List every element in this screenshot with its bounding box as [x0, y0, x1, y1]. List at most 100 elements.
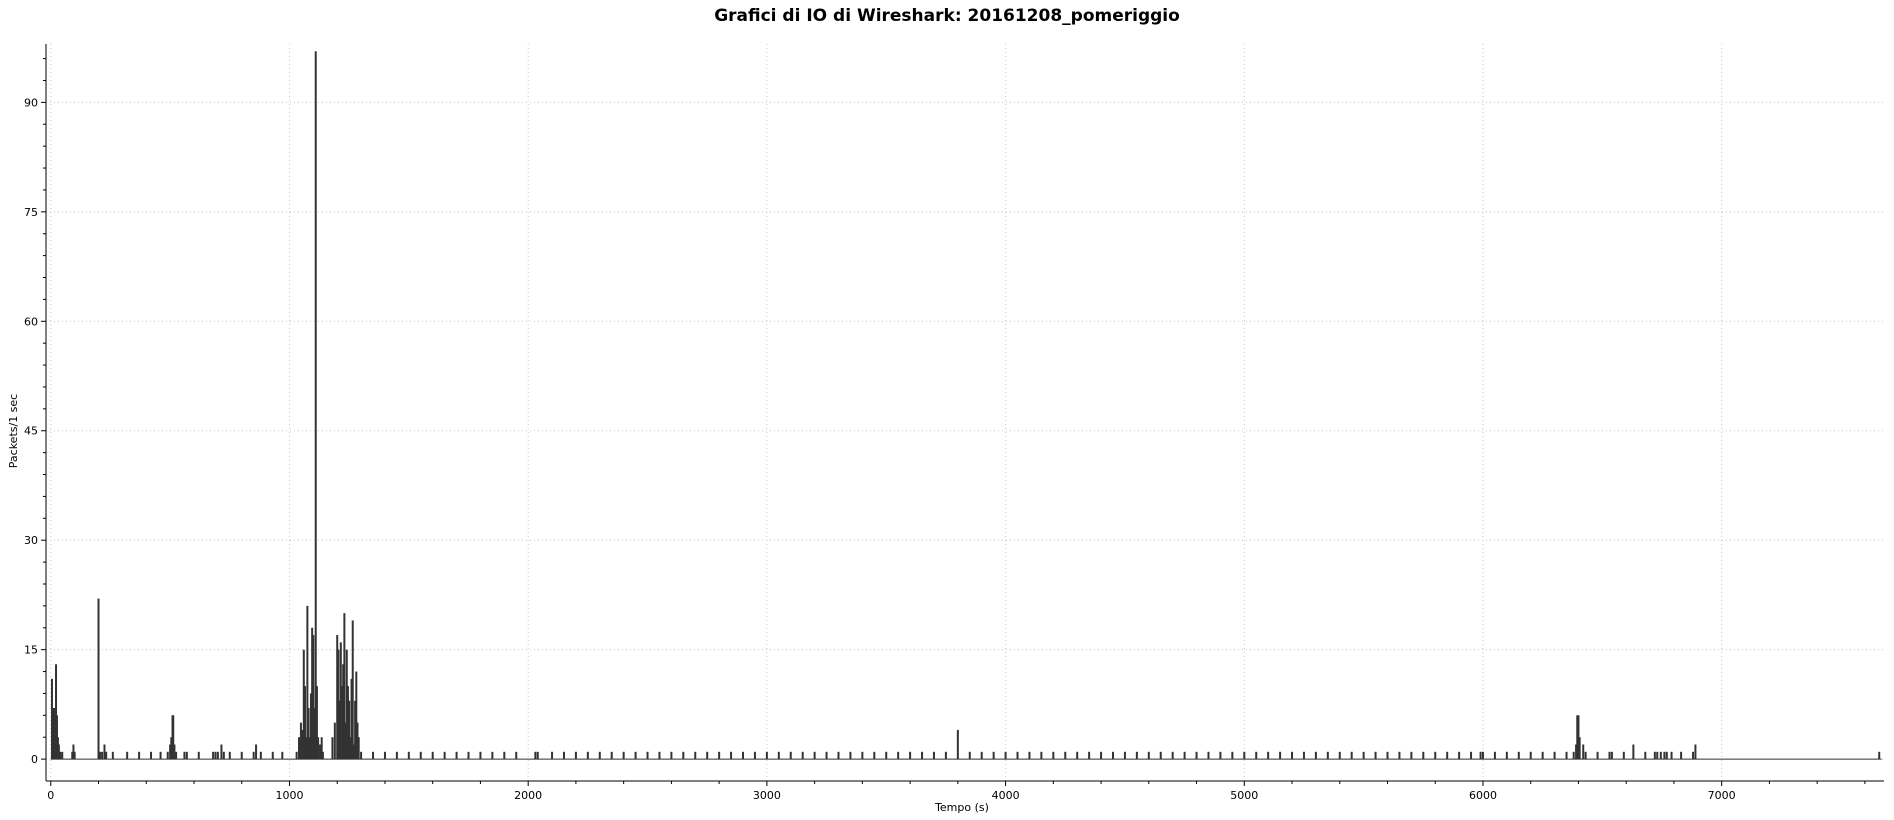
- data-bar: [909, 751, 912, 760]
- data-bar: [311, 627, 314, 760]
- data-bar: [1529, 751, 1532, 760]
- data-bar: [1694, 744, 1697, 760]
- data-bar: [295, 751, 298, 760]
- data-bar: [351, 620, 354, 760]
- data-bar: [980, 751, 983, 760]
- data-bar: [1470, 751, 1473, 760]
- data-bar: [1291, 751, 1294, 760]
- data-bar: [1040, 751, 1043, 760]
- y-tick-label: 75: [24, 206, 38, 219]
- data-bar: [1422, 751, 1425, 760]
- data-bar: [1670, 751, 1673, 760]
- data-bar: [753, 751, 756, 760]
- data-bar: [216, 751, 219, 760]
- data-bar: [1171, 751, 1174, 760]
- data-bar: [921, 751, 924, 760]
- data-bar: [1374, 751, 1377, 760]
- data-bar: [1608, 751, 1611, 760]
- data-bar: [345, 649, 348, 760]
- grid-lines: [46, 44, 1884, 781]
- data-bar: [646, 751, 649, 760]
- data-bar: [1135, 751, 1138, 760]
- data-bar: [339, 642, 342, 760]
- data-bar: [222, 751, 225, 760]
- data-bar: [343, 613, 346, 760]
- data-bar: [383, 751, 386, 760]
- data-bar: [255, 744, 258, 760]
- data-bar: [342, 664, 345, 760]
- data-bar: [1565, 751, 1568, 760]
- data-bar: [586, 751, 589, 760]
- data-bar: [1656, 751, 1659, 760]
- data-bar: [312, 635, 315, 760]
- data-bar: [314, 51, 317, 760]
- data-bar: [97, 598, 100, 760]
- x-tick-label: 7000: [1708, 789, 1736, 802]
- data-bar: [789, 751, 792, 760]
- data-bar: [1362, 751, 1365, 760]
- data-bar: [730, 751, 733, 760]
- data-bar: [1159, 751, 1162, 760]
- data-bar: [1076, 751, 1079, 760]
- data-bar: [1147, 751, 1150, 760]
- data-bar: [172, 715, 175, 760]
- data-bar: [321, 751, 324, 760]
- data-bar: [354, 700, 357, 760]
- data-bar: [1481, 751, 1484, 760]
- data-bar: [126, 751, 129, 760]
- data-bar: [443, 751, 446, 760]
- data-bar: [1016, 751, 1019, 760]
- data-bar: [1028, 751, 1031, 760]
- data-bar: [1183, 751, 1186, 760]
- data-bar: [1505, 751, 1508, 760]
- data-bar: [718, 751, 721, 760]
- x-tick-label: 1000: [275, 789, 303, 802]
- data-bar: [360, 751, 363, 760]
- data-bar: [183, 751, 186, 760]
- y-tick-label: 90: [24, 96, 38, 109]
- data-bar: [337, 649, 340, 760]
- y-tick-label: 45: [24, 425, 38, 438]
- data-bar: [173, 744, 176, 760]
- y-tick-label: 60: [24, 315, 38, 328]
- data-bar: [932, 751, 935, 760]
- data-bar: [305, 737, 308, 760]
- data-bar: [252, 751, 255, 760]
- data-bar: [1111, 751, 1114, 760]
- data-bar: [1410, 751, 1413, 760]
- data-bar: [885, 751, 888, 760]
- x-tick-label: 4000: [992, 789, 1020, 802]
- data-bar: [55, 664, 58, 760]
- data-bar: [634, 751, 637, 760]
- data-bar: [303, 686, 306, 760]
- data-bar: [658, 751, 661, 760]
- data-bar: [1878, 751, 1881, 760]
- data-bar: [315, 686, 318, 760]
- data-bar: [212, 751, 215, 760]
- data-bar: [992, 751, 995, 760]
- data-bar: [491, 751, 494, 760]
- data-bar: [1064, 751, 1067, 760]
- data-bar: [271, 751, 274, 760]
- data-bar: [1207, 751, 1210, 760]
- data-bar: [1692, 751, 1695, 760]
- data-bar: [536, 751, 539, 760]
- data-bar: [1622, 751, 1625, 760]
- data-bar: [372, 751, 375, 760]
- data-bar: [348, 700, 351, 760]
- data-bar: [419, 751, 422, 760]
- data-bar: [598, 751, 601, 760]
- data-bar: [1446, 751, 1449, 760]
- data-bar: [1314, 751, 1317, 760]
- data-bar: [1195, 751, 1198, 760]
- data-bar: [320, 737, 323, 760]
- y-tick-label: 0: [31, 753, 38, 766]
- data-bar: [455, 751, 458, 760]
- data-bar: [479, 751, 482, 760]
- data-bar: [1575, 744, 1578, 760]
- data-bar: [1052, 751, 1055, 760]
- data-bar: [169, 744, 172, 760]
- data-bar: [1659, 751, 1662, 760]
- data-bar: [861, 751, 864, 760]
- data-bar: [349, 737, 352, 760]
